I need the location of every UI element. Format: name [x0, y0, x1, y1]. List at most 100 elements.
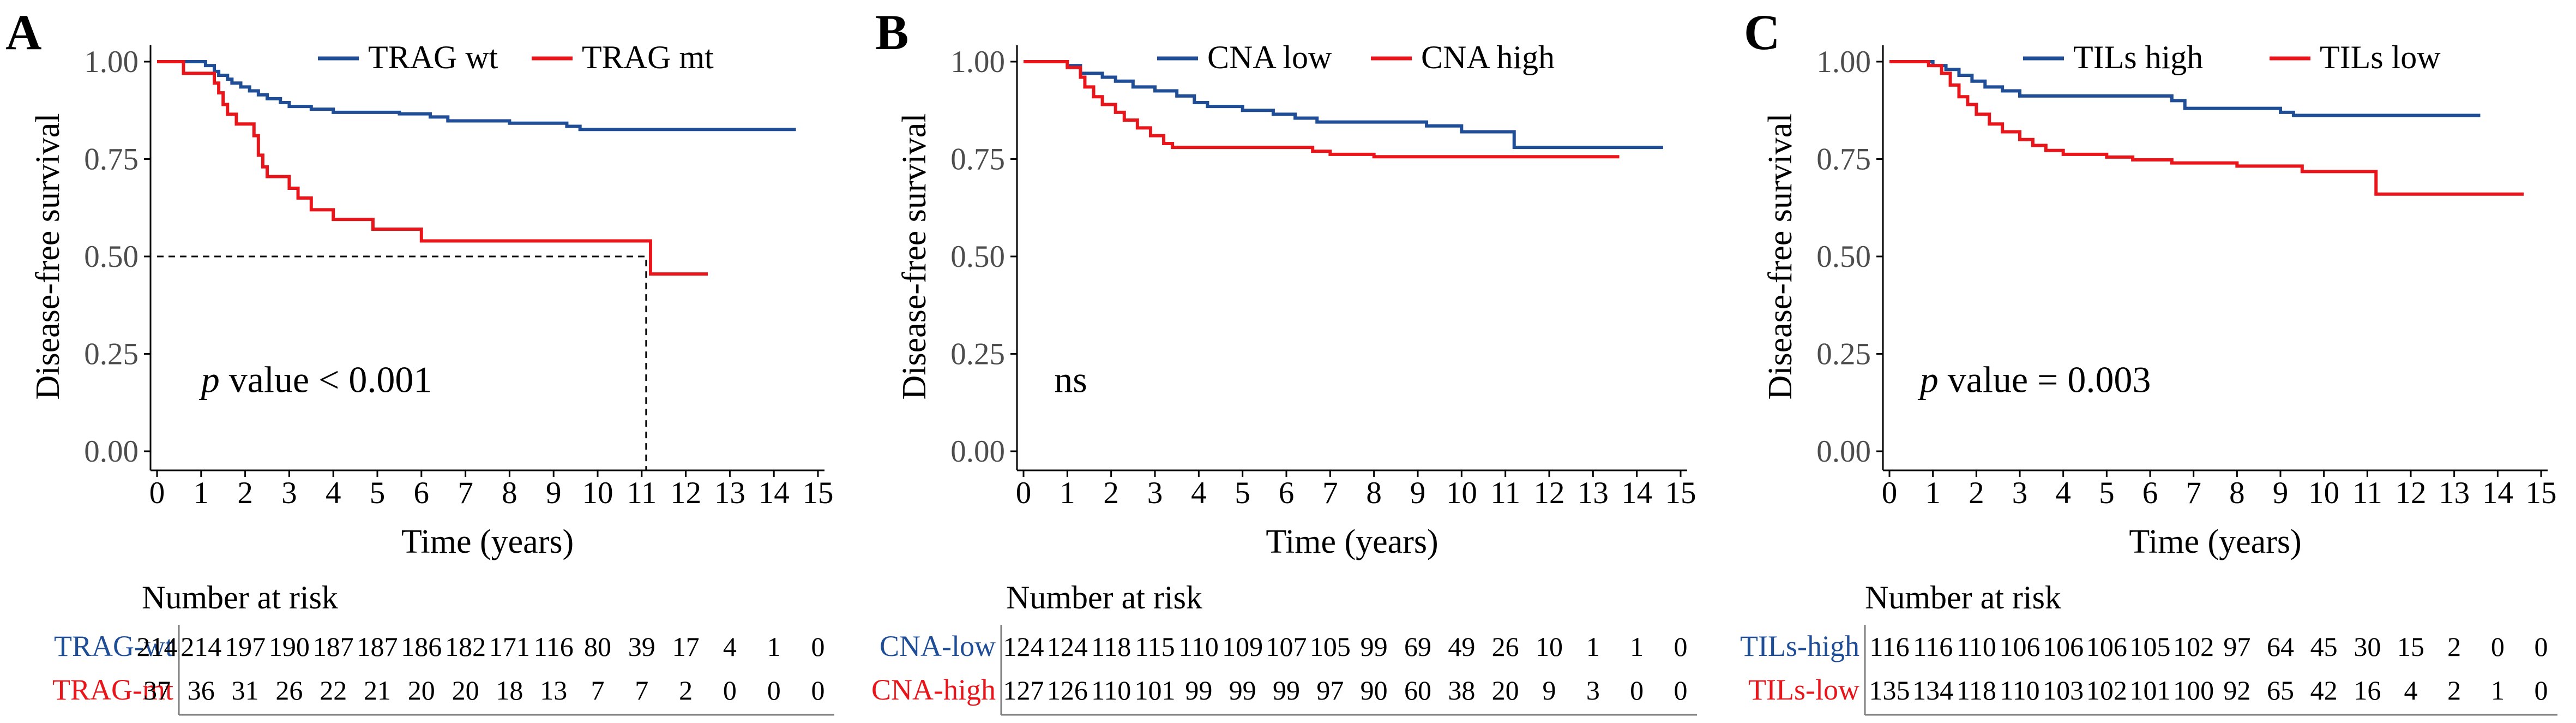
x-tick-label: 9	[2273, 476, 2289, 510]
risk-cell: 116	[1913, 631, 1953, 662]
risk-cell: 99	[1273, 675, 1300, 706]
risk-cell: 118	[1091, 631, 1131, 662]
risk-cell: 197	[225, 631, 266, 662]
risk-cell: 2	[2447, 675, 2461, 706]
p-value-annotation: ns	[1054, 358, 1087, 400]
y-tick-label: 0.50	[84, 240, 139, 274]
y-tick-label: 0.00	[950, 434, 1005, 469]
risk-cell: 2	[679, 675, 693, 706]
risk-cell: 110	[1179, 631, 1219, 662]
x-tick-label: 1	[1060, 476, 1075, 510]
x-tick-label: 10	[1446, 476, 1477, 510]
median-survival-line	[157, 255, 647, 470]
legend-label: TRAG mt	[582, 39, 714, 75]
y-tick-label: 0.75	[950, 142, 1005, 177]
x-tick-label: 10	[582, 476, 613, 510]
p-value-text: value < 0.001	[220, 358, 432, 400]
x-tick-label: 8	[502, 476, 517, 510]
x-tick-label: 12	[1534, 476, 1565, 510]
km-curve-cna-low	[1024, 60, 1663, 150]
risk-cell: 1	[2491, 675, 2505, 706]
risk-cell: 116	[1869, 631, 1909, 662]
risk-cell: 0	[2535, 675, 2548, 706]
risk-cell: 4	[2404, 675, 2418, 706]
x-tick-label: 3	[2012, 476, 2028, 510]
risk-cell: 124	[1003, 631, 1044, 662]
risk-cell: 20	[452, 675, 479, 706]
y-tick-label: 1.00	[1816, 45, 1871, 79]
x-tick-label: 4	[1191, 476, 1207, 510]
risk-cell: 36	[188, 675, 215, 706]
risk-cell: 49	[1448, 631, 1475, 662]
risk-cell: 15	[2397, 631, 2424, 662]
x-tick-label: 8	[2229, 476, 2245, 510]
x-tick-label: 6	[414, 476, 430, 510]
risk-cell: 38	[1448, 675, 1475, 706]
risk-cell: 13	[540, 675, 567, 706]
legend-label: TRAG wt	[368, 39, 498, 75]
panel-c: C0.000.250.500.751.000 1 2 3 4 5 6 7 8 9 10 11 12 13 1…	[1740, 4, 2557, 716]
risk-cell: 39	[628, 631, 655, 662]
risk-cell: 115	[1135, 631, 1175, 662]
risk-cell: 100	[2173, 675, 2214, 706]
x-tick-label: 13	[2439, 476, 2470, 510]
panel-a: A0.000.250.500.751.000 1 2 3 4 5 6 7 8 9 10 11 12 13 1…	[5, 4, 834, 716]
risk-cell: 182	[445, 631, 486, 662]
risk-cell: 135	[1869, 675, 1910, 706]
y-tick-label: 0.50	[1816, 240, 1871, 274]
km-curve-trag-wt	[157, 60, 796, 132]
x-tick-label: 14	[1621, 476, 1652, 510]
x-tick-label: 15	[2526, 476, 2557, 510]
x-tick-label: 5	[1235, 476, 1250, 510]
risk-cell: 1	[1586, 631, 1600, 662]
risk-cell: 101	[1135, 675, 1176, 706]
risk-cell: 37	[143, 675, 171, 706]
risk-cell: 0	[1630, 675, 1644, 706]
x-tick-label: 4	[326, 476, 341, 510]
legend-label: CNA high	[1421, 39, 1555, 75]
x-tick-label: 2	[237, 476, 253, 510]
risk-cell: 17	[672, 631, 700, 662]
risk-cell: 134	[1912, 675, 1953, 706]
x-tick-label: 7	[458, 476, 473, 510]
risk-row-label: TRAG-wt	[54, 630, 173, 662]
x-tick-label: 3	[1147, 476, 1163, 510]
risk-cell: 118	[1957, 675, 1996, 706]
risk-cell: 26	[1492, 631, 1519, 662]
x-tick-label: 2	[1969, 476, 1984, 510]
x-axis-title: Time (years)	[2129, 523, 2301, 560]
x-tick-label: 7	[2186, 476, 2201, 510]
x-tick-label: 0	[1016, 476, 1032, 510]
risk-cell: 31	[232, 675, 259, 706]
risk-cell: 90	[1361, 675, 1388, 706]
x-tick-label: 2	[1103, 476, 1119, 510]
risk-cell: 21	[364, 675, 391, 706]
risk-row-label: TRAG-mt	[52, 673, 173, 706]
y-tick-label: 0.25	[1816, 337, 1871, 372]
x-axis-title: Time (years)	[1266, 523, 1438, 560]
y-tick-label: 0.25	[950, 337, 1005, 372]
x-tick-label: 9	[546, 476, 562, 510]
p-italic: p	[199, 358, 220, 400]
x-tick-label: 1	[1925, 476, 1941, 510]
x-tick-label: 15	[1665, 476, 1696, 510]
p-value-text: ns	[1054, 358, 1087, 400]
y-tick-label: 1.00	[84, 45, 139, 79]
risk-cell: 0	[2491, 631, 2505, 662]
risk-cell: 0	[811, 675, 825, 706]
risk-cell: 30	[2354, 631, 2381, 662]
risk-cell: 42	[2310, 675, 2338, 706]
risk-table-title: Number at risk	[142, 579, 338, 616]
x-tick-label: 3	[281, 476, 297, 510]
risk-cell: 64	[2267, 631, 2294, 662]
x-tick-label: 0	[1882, 476, 1898, 510]
risk-cell: 101	[2130, 675, 2171, 706]
km-curve-tils-low	[1889, 60, 2524, 196]
risk-cell: 26	[275, 675, 303, 706]
x-tick-label: 5	[2099, 476, 2115, 510]
risk-cell: 110	[1957, 631, 1996, 662]
km-curve-tils-high	[1889, 60, 2481, 117]
p-italic: p	[1918, 358, 1939, 400]
x-tick-label: 11	[1490, 476, 1520, 510]
